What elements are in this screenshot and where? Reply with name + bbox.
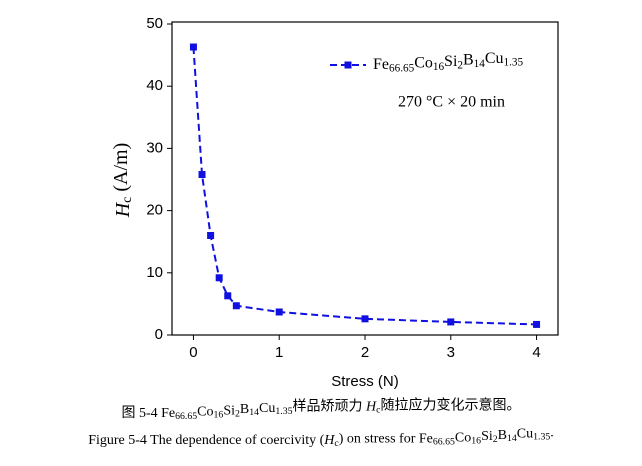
- x-axis-label: Stress (N): [331, 373, 399, 390]
- x-tick-label: 2: [361, 344, 369, 361]
- data-point: [533, 320, 541, 328]
- plot-frame: [171, 21, 559, 336]
- y-tick-label: 40: [146, 77, 163, 94]
- y-tick-label: 0: [155, 326, 163, 343]
- y-tick-label: 10: [146, 264, 163, 281]
- x-tick-label: 4: [532, 344, 540, 361]
- legend-label: Fe66.65​Co16​Si2​B14​Cu1.35​: [373, 50, 524, 74]
- annotation: 270 °C × 20 min: [398, 94, 505, 111]
- legend-marker: [344, 61, 352, 69]
- x-tick-label: 0: [189, 344, 197, 361]
- y-tick-label: 30: [146, 139, 163, 156]
- caption: Figure 5-4 The dependence of coercivity …: [88, 426, 554, 450]
- series-line: [192, 46, 537, 326]
- x-tick-label: 1: [275, 344, 283, 361]
- data-point: [232, 302, 240, 310]
- y-tick-label: 50: [146, 15, 163, 32]
- data-point: [447, 318, 455, 326]
- data-point: [207, 231, 215, 239]
- data-point: [215, 274, 223, 282]
- caption: 图 5-4 Fe66.65​Co16​Si2​B14​Cu1.35​样品矫顽力 …: [121, 397, 520, 423]
- data-point: [224, 292, 232, 300]
- data-point: [361, 315, 369, 323]
- data-point: [189, 43, 197, 51]
- data-point: [198, 171, 206, 179]
- y-axis-label: Hc​ (A/m): [110, 143, 136, 219]
- data-point: [275, 308, 283, 316]
- y-tick-label: 20: [146, 202, 163, 219]
- x-tick-label: 3: [447, 344, 455, 361]
